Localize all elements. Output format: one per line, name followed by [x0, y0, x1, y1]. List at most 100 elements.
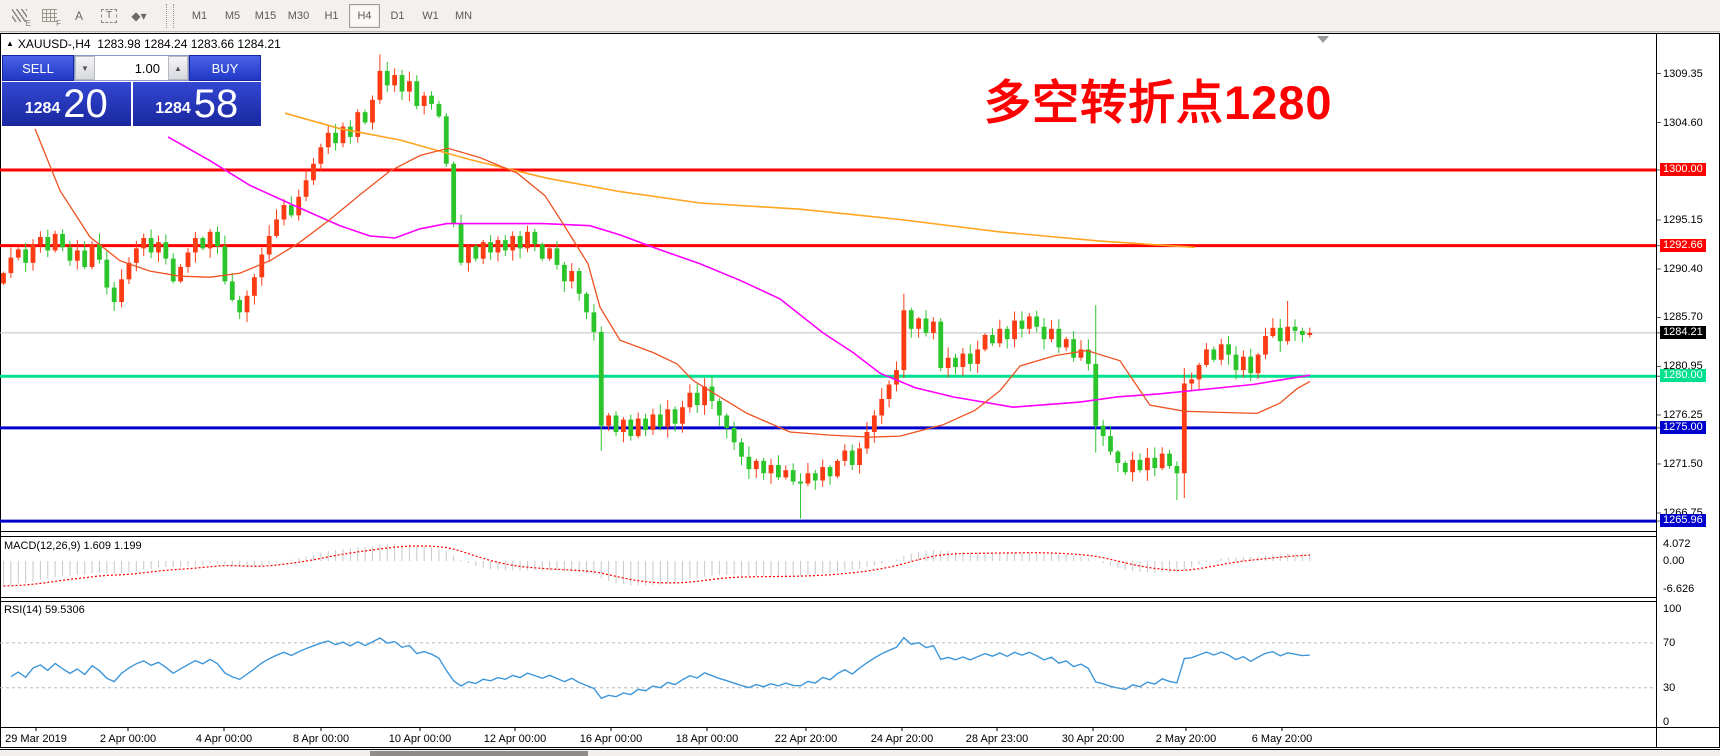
candle[interactable] [1100, 425, 1106, 437]
candle[interactable] [1204, 349, 1209, 365]
candle[interactable] [495, 240, 501, 253]
candle[interactable] [584, 293, 589, 313]
candle[interactable] [672, 409, 678, 424]
candle[interactable] [318, 147, 324, 164]
panel-divider[interactable] [0, 597, 1656, 598]
cycle-symbols-icon[interactable]: ◆▾ [131, 8, 147, 23]
candle[interactable] [340, 126, 346, 144]
candle[interactable] [1026, 316, 1032, 329]
timeframe-button-D1[interactable]: D1 [390, 9, 405, 22]
candle[interactable] [89, 244, 95, 267]
candle[interactable] [414, 81, 420, 106]
candle[interactable] [1071, 339, 1076, 358]
candle[interactable] [466, 246, 471, 263]
candle[interactable] [702, 386, 707, 406]
candle[interactable] [370, 99, 375, 123]
candle[interactable] [156, 242, 161, 253]
candle[interactable] [1285, 326, 1291, 342]
candle[interactable] [451, 163, 457, 224]
timeframe-button-M1[interactable]: M1 [191, 9, 208, 22]
candle[interactable] [473, 246, 479, 259]
candle[interactable] [1056, 328, 1062, 348]
ma-fast-redorange[interactable] [34, 128, 1311, 438]
ma-medium-magenta[interactable] [167, 136, 1311, 409]
candle[interactable] [1248, 356, 1254, 374]
ma-slow-orange[interactable] [284, 112, 1196, 249]
candle[interactable] [894, 370, 899, 385]
candle[interactable] [953, 357, 958, 367]
candle[interactable] [606, 415, 612, 426]
candle[interactable] [613, 415, 619, 432]
candle[interactable] [1277, 327, 1283, 342]
candle[interactable] [960, 353, 966, 367]
candle[interactable] [1181, 383, 1187, 474]
candle[interactable] [650, 414, 656, 430]
candle[interactable] [827, 467, 833, 477]
candle[interactable] [1189, 379, 1195, 384]
candle[interactable] [812, 473, 818, 481]
candle[interactable] [621, 419, 626, 432]
candle[interactable] [1292, 326, 1298, 331]
candle[interactable] [1299, 330, 1305, 336]
candle[interactable] [628, 419, 634, 437]
candle[interactable] [237, 299, 243, 313]
candle[interactable] [384, 70, 390, 86]
candle[interactable] [1226, 344, 1231, 355]
candle[interactable] [657, 414, 663, 427]
candle[interactable] [753, 460, 759, 470]
candle[interactable] [52, 233, 58, 251]
candle[interactable] [126, 262, 132, 280]
candle[interactable] [864, 431, 870, 449]
candle[interactable] [311, 163, 316, 181]
candle[interactable] [252, 277, 257, 296]
candle[interactable] [849, 450, 855, 465]
candle[interactable] [731, 427, 737, 443]
candle[interactable] [82, 250, 88, 267]
collapse-icon[interactable]: ▲ [6, 39, 14, 48]
candle[interactable] [1019, 320, 1025, 329]
candle[interactable] [1108, 436, 1113, 452]
candle[interactable] [23, 249, 29, 263]
sell-price-display[interactable]: 1284 20 [2, 82, 131, 126]
candle[interactable] [1152, 457, 1158, 469]
candle[interactable] [916, 318, 922, 329]
volume-field[interactable]: 1.00 [134, 60, 160, 76]
volume-up-icon[interactable]: ▲ [168, 56, 188, 80]
candle[interactable] [1, 273, 6, 284]
candle[interactable] [281, 205, 287, 220]
candle[interactable] [724, 415, 730, 428]
candle[interactable] [783, 470, 789, 478]
candle[interactable] [15, 249, 21, 258]
candle[interactable] [185, 252, 191, 267]
candle[interactable] [1167, 453, 1172, 467]
candle[interactable] [532, 231, 538, 245]
candle[interactable] [1263, 336, 1268, 355]
volume-down-icon[interactable]: ▼ [75, 56, 95, 80]
candle[interactable] [111, 287, 117, 302]
sell-button[interactable]: SELL [2, 55, 74, 81]
candle[interactable] [1159, 453, 1165, 469]
candle[interactable] [1122, 462, 1128, 473]
candle[interactable] [1211, 349, 1217, 360]
candle[interactable] [687, 392, 693, 408]
candle[interactable] [1063, 339, 1069, 348]
draw-hatch-icon[interactable]: E [6, 4, 32, 28]
timeframe-button-M15[interactable]: M15 [254, 9, 277, 22]
candle[interactable] [990, 335, 995, 344]
candle[interactable] [67, 247, 73, 261]
candle[interactable] [178, 266, 184, 282]
candle[interactable] [1130, 459, 1136, 473]
candle[interactable] [480, 242, 486, 259]
candle[interactable] [798, 481, 803, 484]
candle[interactable] [1034, 316, 1040, 327]
candle[interactable] [399, 75, 405, 92]
candle[interactable] [1078, 349, 1084, 358]
candle[interactable] [776, 464, 781, 478]
candle[interactable] [222, 246, 228, 282]
candle[interactable] [1174, 466, 1180, 474]
text-box-icon[interactable]: T [96, 4, 122, 28]
candle[interactable] [790, 470, 796, 482]
candle[interactable] [333, 132, 338, 144]
candle[interactable] [768, 464, 774, 474]
